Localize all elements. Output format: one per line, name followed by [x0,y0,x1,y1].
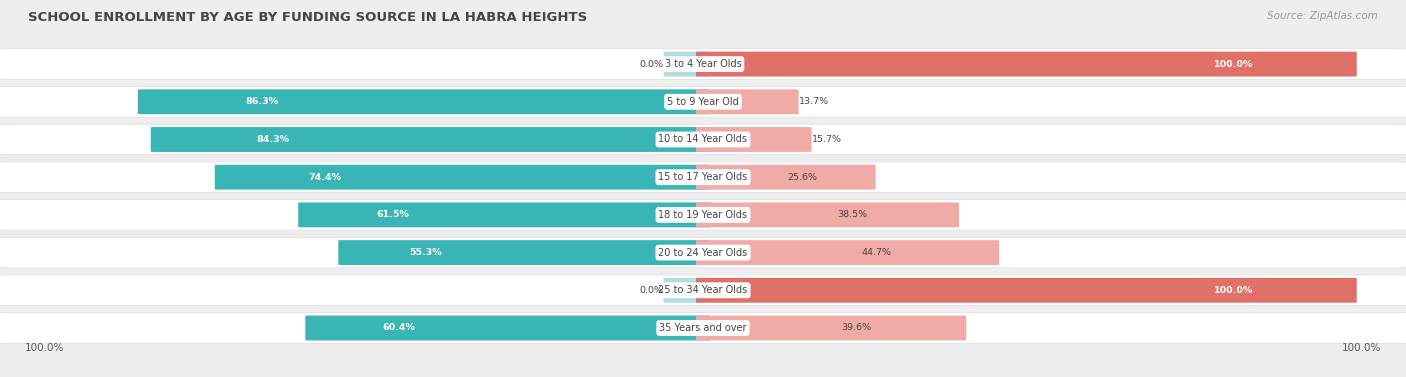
FancyBboxPatch shape [0,275,1406,305]
FancyBboxPatch shape [215,165,710,190]
FancyBboxPatch shape [696,278,1357,303]
Text: 38.5%: 38.5% [838,210,868,219]
Text: 20 to 24 Year Olds: 20 to 24 Year Olds [658,248,748,257]
FancyBboxPatch shape [664,52,710,77]
Text: 5 to 9 Year Old: 5 to 9 Year Old [666,97,740,107]
Text: 60.4%: 60.4% [382,323,416,333]
Text: 35 Years and over: 35 Years and over [659,323,747,333]
Text: 0.0%: 0.0% [640,286,664,295]
Text: 13.7%: 13.7% [799,97,828,106]
Text: 55.3%: 55.3% [409,248,443,257]
Text: 100.0%: 100.0% [1213,286,1253,295]
FancyBboxPatch shape [0,49,1406,80]
FancyBboxPatch shape [0,124,1406,155]
FancyBboxPatch shape [0,238,1406,268]
FancyBboxPatch shape [150,127,710,152]
FancyBboxPatch shape [664,278,710,303]
Text: 3 to 4 Year Olds: 3 to 4 Year Olds [665,59,741,69]
FancyBboxPatch shape [0,200,1406,230]
Text: 74.4%: 74.4% [308,173,342,182]
FancyBboxPatch shape [696,127,811,152]
Text: 18 to 19 Year Olds: 18 to 19 Year Olds [658,210,748,220]
FancyBboxPatch shape [696,316,966,340]
Text: SCHOOL ENROLLMENT BY AGE BY FUNDING SOURCE IN LA HABRA HEIGHTS: SCHOOL ENROLLMENT BY AGE BY FUNDING SOUR… [28,11,588,24]
FancyBboxPatch shape [298,202,710,227]
FancyBboxPatch shape [0,87,1406,117]
Text: 25.6%: 25.6% [787,173,817,182]
Text: 44.7%: 44.7% [862,248,891,257]
Text: 100.0%: 100.0% [1341,343,1381,353]
Text: 86.3%: 86.3% [245,97,278,106]
FancyBboxPatch shape [339,240,710,265]
Text: 61.5%: 61.5% [377,210,409,219]
Text: 0.0%: 0.0% [640,60,664,69]
FancyBboxPatch shape [305,316,710,340]
FancyBboxPatch shape [138,89,710,114]
Text: 10 to 14 Year Olds: 10 to 14 Year Olds [658,135,748,144]
Text: 84.3%: 84.3% [256,135,288,144]
FancyBboxPatch shape [0,313,1406,343]
FancyBboxPatch shape [696,240,1000,265]
FancyBboxPatch shape [696,165,876,190]
Text: 100.0%: 100.0% [1213,60,1253,69]
Text: 15.7%: 15.7% [811,135,842,144]
FancyBboxPatch shape [696,89,799,114]
FancyBboxPatch shape [696,202,959,227]
Text: 25 to 34 Year Olds: 25 to 34 Year Olds [658,285,748,295]
FancyBboxPatch shape [696,52,1357,77]
Text: Source: ZipAtlas.com: Source: ZipAtlas.com [1267,11,1378,21]
Text: 100.0%: 100.0% [25,343,65,353]
Text: 15 to 17 Year Olds: 15 to 17 Year Olds [658,172,748,182]
FancyBboxPatch shape [0,162,1406,193]
Text: 39.6%: 39.6% [842,323,872,333]
